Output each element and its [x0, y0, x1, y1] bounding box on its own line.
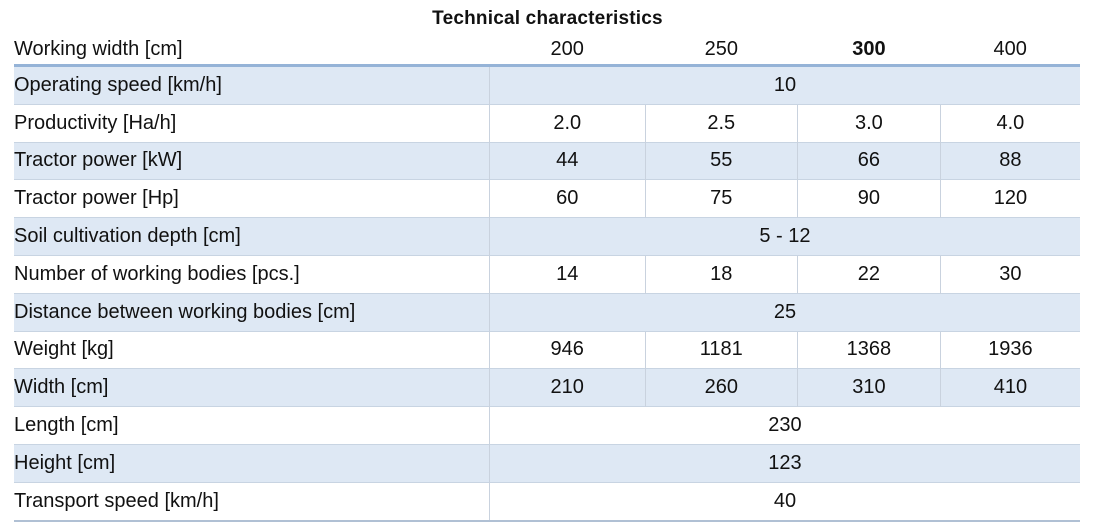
table-row: Weight [kg] 946 1181 1368 1936: [14, 330, 1080, 369]
row-label: Number of working bodies [pcs.]: [14, 254, 490, 294]
row-value: 44: [488, 141, 646, 180]
table-row: Soil cultivation depth [cm] 5 - 12: [14, 217, 1080, 256]
table-row: Transport speed [km/h] 40: [14, 481, 1080, 522]
row-label: Soil cultivation depth [cm]: [14, 217, 490, 256]
table-row: Height [cm] 123: [14, 443, 1080, 483]
row-value: 14: [488, 254, 646, 294]
table-row: Tractor power [kW] 44 55 66 88: [14, 141, 1080, 180]
row-label: Distance between working bodies [cm]: [14, 292, 490, 332]
table-row: Tractor power [Hp] 60 75 90 120: [14, 179, 1080, 218]
technical-characteristics-table: Working width [cm] 200 250 300 400 Opera…: [14, 34, 1080, 522]
header-value: 400: [940, 34, 1080, 67]
row-value: 946: [488, 330, 646, 369]
row-value: 310: [796, 368, 941, 407]
row-merged-value: 25: [488, 292, 1080, 332]
row-value: 90: [796, 179, 941, 218]
row-label: Productivity [Ha/h]: [14, 103, 490, 143]
row-value: 30: [939, 254, 1080, 294]
row-value: 210: [488, 368, 646, 407]
header-value-bold: 300: [797, 34, 941, 67]
table-title: Technical characteristics: [432, 8, 663, 29]
table-row: Productivity [Ha/h] 2.0 2.5 3.0 4.0: [14, 103, 1080, 143]
header-value: 200: [489, 34, 646, 67]
row-value: 18: [644, 254, 798, 294]
header-row: Working width [cm] 200 250 300 400: [14, 34, 1080, 67]
row-label: Operating speed [km/h]: [14, 65, 490, 105]
row-label: Height [cm]: [14, 443, 490, 483]
row-value: 1936: [939, 330, 1080, 369]
row-value: 55: [644, 141, 798, 180]
table-row: Width [cm] 210 260 310 410: [14, 368, 1080, 407]
row-value: 66: [796, 141, 941, 180]
row-merged-value: 5 - 12: [488, 217, 1080, 256]
table-row: Number of working bodies [pcs.] 14 18 22…: [14, 254, 1080, 294]
row-value: 410: [939, 368, 1080, 407]
row-value: 2.0: [488, 103, 646, 143]
table-row: Distance between working bodies [cm] 25: [14, 292, 1080, 332]
row-merged-value: 40: [488, 481, 1080, 522]
header-value: 250: [645, 34, 798, 67]
row-label: Transport speed [km/h]: [14, 481, 490, 522]
row-merged-value: 123: [488, 443, 1080, 483]
row-label: Width [cm]: [14, 368, 490, 407]
row-label: Tractor power [kW]: [14, 141, 490, 180]
table-row: Operating speed [km/h] 10: [14, 65, 1080, 105]
row-value: 22: [796, 254, 941, 294]
row-label: Tractor power [Hp]: [14, 179, 490, 218]
row-label: Weight [kg]: [14, 330, 490, 369]
table-row: Length [cm] 230: [14, 406, 1080, 445]
row-value: 88: [939, 141, 1080, 180]
row-merged-value: 230: [488, 406, 1080, 445]
row-value: 3.0: [796, 103, 941, 143]
row-value: 260: [644, 368, 798, 407]
row-value: 60: [488, 179, 646, 218]
row-value: 75: [644, 179, 798, 218]
row-value: 4.0: [939, 103, 1080, 143]
row-label: Length [cm]: [14, 406, 490, 445]
row-merged-value: 10: [488, 65, 1080, 105]
row-value: 2.5: [644, 103, 798, 143]
row-value: 1368: [796, 330, 941, 369]
row-value: 1181: [644, 330, 798, 369]
header-row-label: Working width [cm]: [14, 34, 490, 67]
row-value: 120: [939, 179, 1080, 218]
